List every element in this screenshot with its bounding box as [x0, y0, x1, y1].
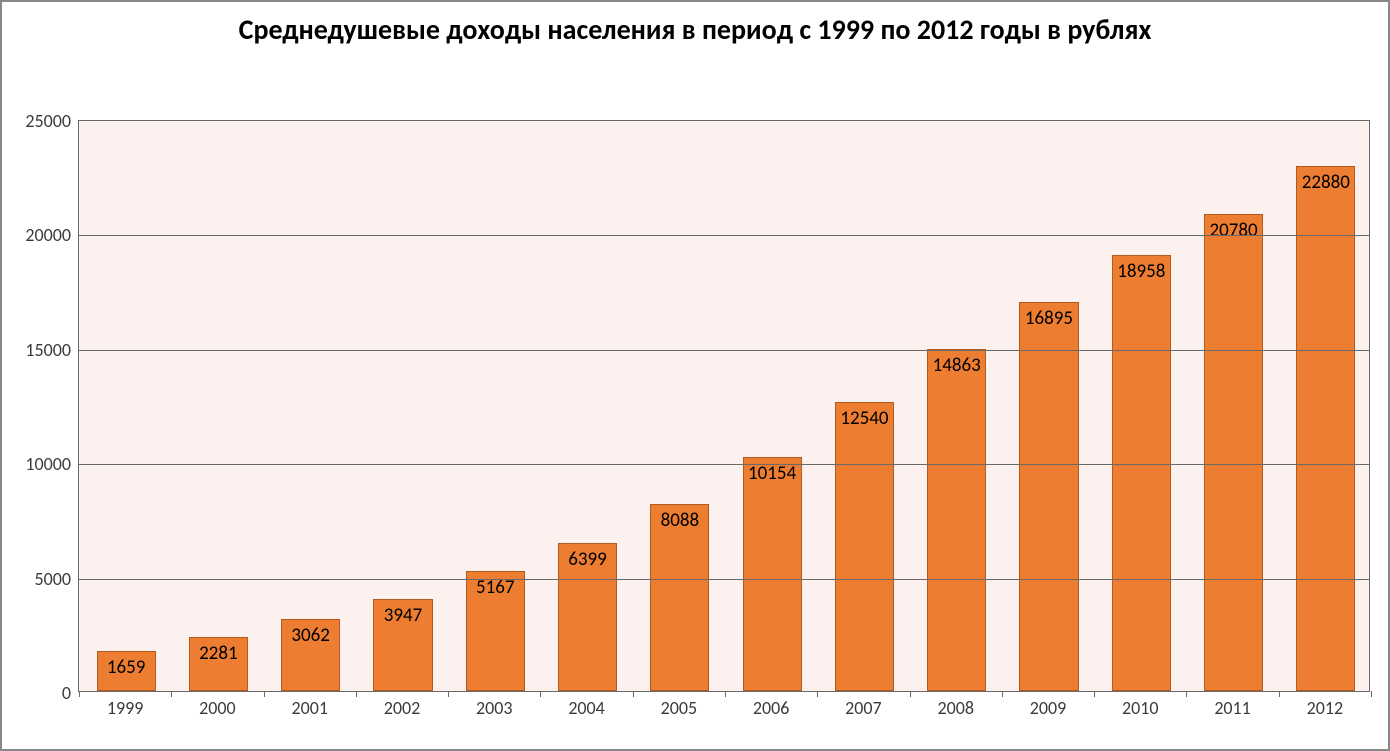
x-tick-label: 2007 — [845, 697, 882, 719]
x-tick-label: 2012 — [1307, 697, 1344, 719]
x-tick-label: 1999 — [107, 697, 144, 719]
x-tick-label: 2009 — [1030, 697, 1067, 719]
chart-frame: Среднедушевые доходы населения в период … — [0, 0, 1390, 751]
bar-value-label: 6399 — [568, 548, 607, 571]
gridline — [79, 579, 1369, 580]
x-tick-mark — [725, 691, 726, 697]
plot-area: 1659 2281 3062 3947 5167 6399 8088 10154 12540 14… — [78, 120, 1370, 692]
bar: 14863 — [927, 349, 986, 691]
chart-title: Среднедушевые доходы населения в период … — [2, 2, 1388, 47]
gridline — [79, 235, 1369, 236]
bar: 3947 — [373, 599, 432, 691]
x-axis-labels: 1999 2000 2001 2002 2003 2004 2005 2006 2007 2008… — [79, 691, 1369, 719]
bar: 8088 — [650, 504, 709, 691]
bar: 5167 — [466, 571, 525, 691]
x-tick-label: 2001 — [291, 697, 328, 719]
x-tick-label: 2006 — [753, 697, 790, 719]
bar: 6399 — [558, 543, 617, 691]
bar: 3062 — [281, 619, 340, 691]
bar-value-label: 14863 — [933, 354, 981, 377]
x-tick-mark — [171, 691, 172, 697]
bar-value-label: 3062 — [291, 624, 330, 647]
bar: 12540 — [835, 402, 894, 691]
x-tick-mark — [540, 691, 541, 697]
bar: 10154 — [743, 457, 802, 691]
x-tick-mark — [1002, 691, 1003, 697]
bar-value-label: 20780 — [1209, 219, 1257, 242]
bar-value-label: 8088 — [661, 509, 700, 532]
y-tick-label: 25000 — [25, 110, 79, 132]
bar-value-label: 12540 — [840, 407, 888, 430]
bar-value-label: 22880 — [1302, 171, 1350, 194]
y-tick-label: 5000 — [35, 568, 80, 590]
x-tick-label: 2002 — [384, 697, 421, 719]
bar: 2281 — [189, 637, 248, 691]
x-tick-mark — [1094, 691, 1095, 697]
x-tick-mark — [1371, 691, 1372, 697]
x-tick-label: 2008 — [937, 697, 974, 719]
x-tick-label: 2003 — [476, 697, 513, 719]
gridline — [79, 464, 1369, 465]
bar: 18958 — [1112, 255, 1171, 691]
bar: 20780 — [1204, 214, 1263, 691]
x-tick-mark — [910, 691, 911, 697]
x-tick-mark — [633, 691, 634, 697]
bar-value-label: 3947 — [384, 604, 423, 627]
y-tick-label: 15000 — [25, 339, 79, 361]
plot-wrap: 1659 2281 3062 3947 5167 6399 8088 10154 12540 14… — [78, 120, 1370, 692]
x-tick-mark — [264, 691, 265, 697]
bar-value-label: 16895 — [1025, 307, 1073, 330]
x-tick-label: 2011 — [1214, 697, 1251, 719]
x-tick-label: 2004 — [568, 697, 605, 719]
x-tick-label: 2010 — [1122, 697, 1159, 719]
y-tick-label: 10000 — [25, 453, 79, 475]
y-tick-label: 20000 — [25, 224, 79, 246]
x-tick-mark — [448, 691, 449, 697]
x-tick-mark — [356, 691, 357, 697]
x-tick-label: 2000 — [199, 697, 236, 719]
bars-layer: 1659 2281 3062 3947 5167 6399 8088 10154 12540 14… — [79, 121, 1369, 691]
x-tick-mark — [1279, 691, 1280, 697]
bar-value-label: 2281 — [199, 642, 238, 665]
gridline — [79, 350, 1369, 351]
x-tick-mark — [1186, 691, 1187, 697]
x-tick-mark — [79, 691, 80, 697]
bar: 16895 — [1019, 302, 1078, 691]
y-tick-label: 0 — [62, 682, 79, 704]
x-tick-mark — [817, 691, 818, 697]
bar: 22880 — [1296, 166, 1355, 691]
bar-value-label: 1659 — [107, 656, 146, 679]
x-tick-label: 2005 — [661, 697, 698, 719]
bar-value-label: 18958 — [1117, 260, 1165, 283]
bar: 1659 — [97, 651, 156, 691]
